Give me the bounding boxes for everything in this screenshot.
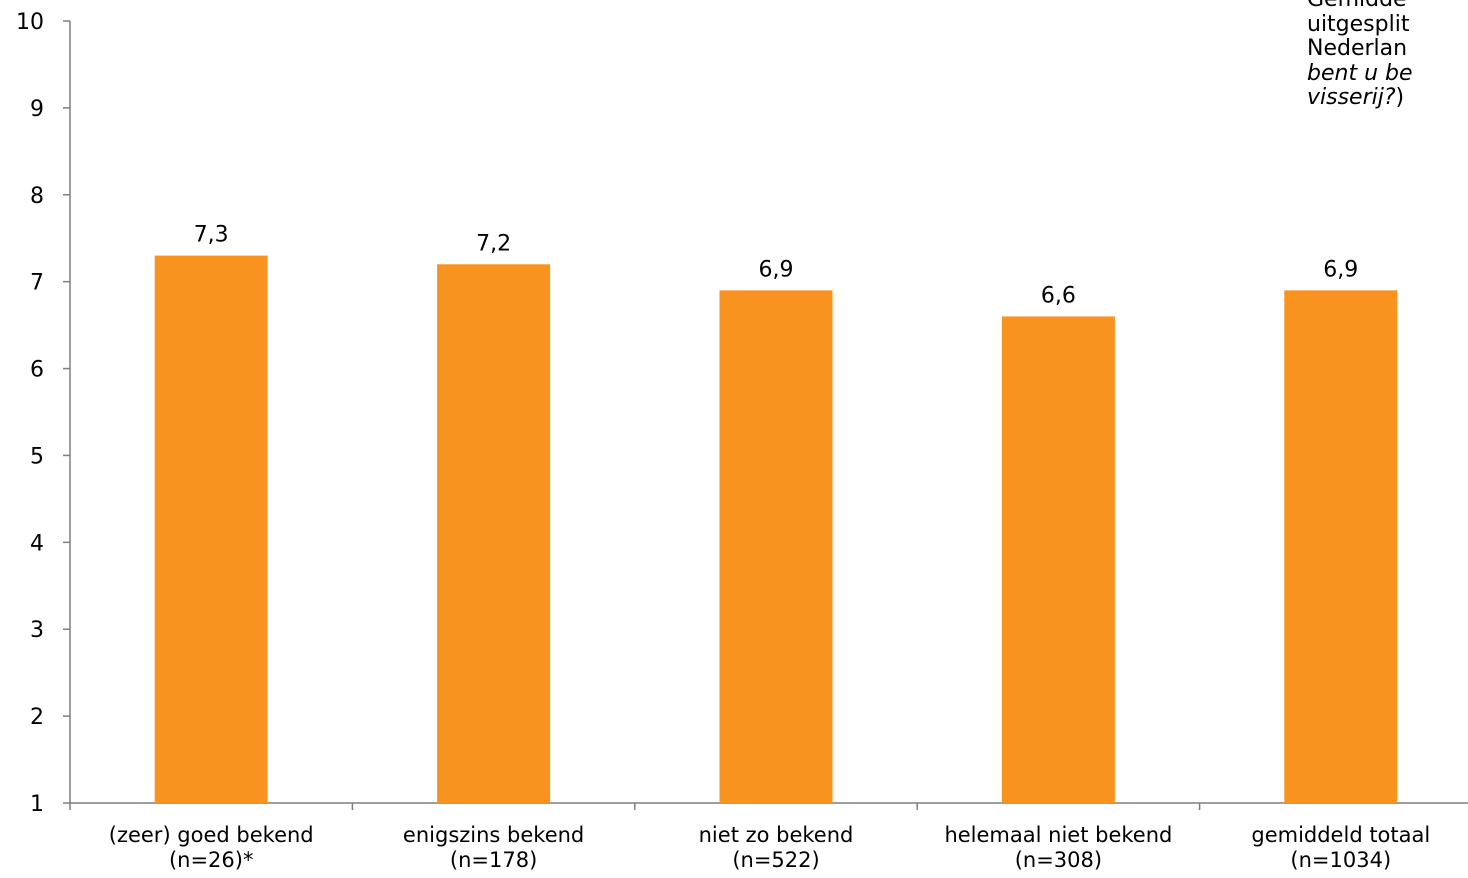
y-tick-label: 4 [30, 531, 44, 556]
x-tick-label: enigszins bekend [403, 823, 584, 847]
x-axis: (zeer) goed bekend(n=26)* enigszins beken… [69, 802, 1468, 872]
data-label: 6,6 [1041, 283, 1076, 308]
x-tick-label: helemaal niet bekend [944, 823, 1172, 847]
bar [719, 290, 833, 803]
y-tick-label: 5 [30, 444, 44, 469]
annotation-line-5-tail: ) [1395, 85, 1405, 110]
data-label: 6,9 [759, 257, 794, 282]
annotation-line-1: Gemidde [1307, 0, 1468, 13]
bar [1284, 290, 1398, 803]
x-tick-label: (n=178) [450, 848, 537, 872]
y-axis: 1 2 3 4 5 6 7 8 9 10 [16, 10, 71, 817]
annotation-line-5: visserij?) [1307, 85, 1468, 111]
bar [154, 255, 268, 804]
x-tick-label: (n=522) [732, 848, 819, 872]
y-tick-label: 1 [30, 792, 44, 817]
y-tick-label: 3 [30, 618, 44, 643]
bars [154, 255, 1398, 804]
data-label: 7,3 [194, 223, 229, 248]
y-tick-label: 9 [30, 97, 44, 122]
annotation-line-3: Nederlan [1307, 36, 1408, 61]
bar [437, 264, 551, 803]
data-labels: 7,3 7,2 6,9 6,6 6,9 [194, 223, 1359, 309]
y-tick-label: 7 [30, 271, 44, 296]
data-label: 7,2 [476, 231, 511, 256]
bar [1001, 316, 1115, 803]
annotation-line-2: uitgesplit [1307, 11, 1410, 37]
y-tick-label: 10 [16, 10, 44, 35]
x-tick-label: (zeer) goed bekend [109, 823, 314, 847]
x-tick-label: (n=26)* [169, 848, 254, 872]
y-tick-label: 6 [30, 358, 44, 383]
annotation-line-5-italic: visserij? [1307, 85, 1396, 110]
y-tick-label: 2 [30, 705, 44, 730]
x-tick-label: gemiddeld totaal [1251, 823, 1430, 847]
annotation-line-4: bent u be [1307, 60, 1413, 86]
data-label: 6,9 [1323, 257, 1358, 282]
x-tick-label: (n=1034) [1290, 848, 1391, 872]
chart-annotation: Gemidde uitgesplit Nederlan bent u be vi… [1307, 0, 1468, 111]
x-tick-label: (n=308) [1015, 848, 1102, 872]
x-tick-label: niet zo bekend [699, 823, 854, 847]
y-tick-label: 8 [30, 184, 44, 209]
